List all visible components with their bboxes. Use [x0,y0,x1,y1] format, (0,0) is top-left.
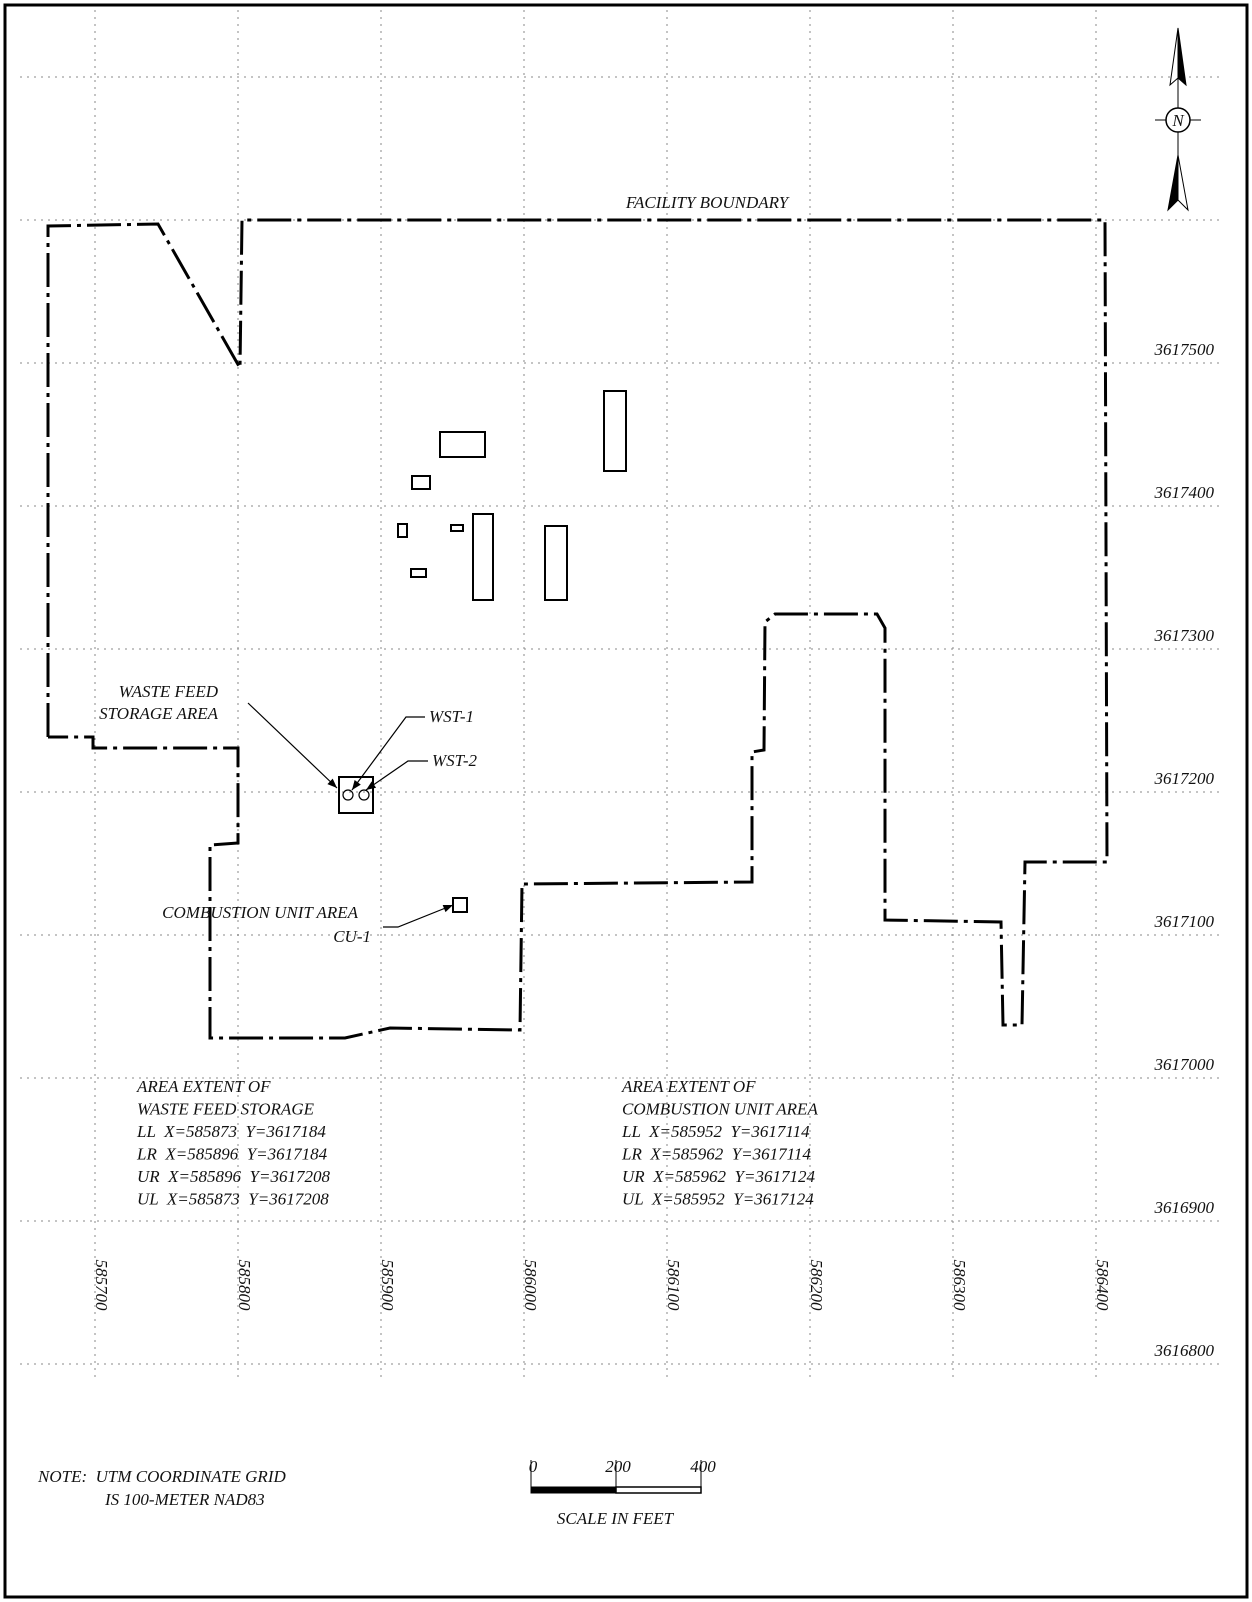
x-grid-label: 586300 [950,1260,969,1312]
y-grid-label: 3617100 [1154,912,1215,931]
building [603,390,627,472]
y-grid-label: 3616900 [1154,1198,1215,1217]
buildings [338,390,627,913]
tank [358,789,370,801]
x-grid-label: 586200 [807,1260,826,1312]
y-grid-label: 3617400 [1154,483,1215,502]
x-grid-label: 585800 [235,1260,254,1312]
x-grid-label: 585900 [378,1260,397,1312]
extent-row: UR X=585896 Y=3617208 [137,1167,330,1186]
leader [247,702,338,789]
extent-row: UR X=585962 Y=3617124 [622,1167,815,1186]
extent-title: WASTE FEED STORAGE [137,1100,315,1119]
extent-row: LL X=585952 Y=3617114 [621,1122,810,1141]
building [544,525,568,601]
building [397,523,408,538]
north-label: N [1171,111,1185,130]
building [411,475,431,490]
extent-row: LR X=585896 Y=3617184 [136,1145,328,1164]
y-grid-label: 3616800 [1154,1341,1215,1360]
combustion-unit [452,897,468,913]
building [450,524,464,532]
scale-bar: SCALE IN FEET 0 200 400 [529,1457,717,1528]
note: IS 100-METER NAD83 [104,1490,265,1509]
extent-title: COMBUSTION UNIT AREA [622,1100,818,1119]
extent-title: AREA EXTENT OF [136,1077,271,1096]
frame [3,3,1249,1599]
label: COMBUSTION UNIT AREA [162,903,358,922]
y-grid-label: 3617000 [1154,1055,1215,1074]
leader [383,904,454,928]
building [439,431,486,458]
extent-row: LR X=585962 Y=3617114 [621,1145,811,1164]
scale-tick-label: 0 [529,1457,538,1476]
scale-tick-label: 400 [690,1457,716,1476]
scale-tick-label: 200 [605,1457,631,1476]
leader [351,716,425,791]
boundary-label: FACILITY BOUNDARY [625,193,790,212]
grid [20,10,1222,1380]
x-grid-label: 586000 [521,1260,540,1312]
leaders [247,702,454,928]
x-grid-label: 586100 [664,1260,683,1312]
scale-label: SCALE IN FEET [557,1509,675,1528]
label: WST-1 [429,707,474,726]
y-grid-label: 3617500 [1154,340,1215,359]
extent-title: AREA EXTENT OF [621,1077,756,1096]
x-grid-label: 586400 [1093,1260,1112,1312]
extent-row: UL X=585952 Y=3617124 [622,1190,814,1209]
label: WASTE FEED [119,682,219,701]
x-grid-label: 585700 [92,1260,111,1312]
north-arrow: N [1155,27,1201,212]
leader [365,760,428,791]
label: WST-2 [432,751,478,770]
extent-row: LL X=585873 Y=3617184 [136,1122,326,1141]
note: NOTE: UTM COORDINATE GRID [37,1467,286,1486]
tank [342,789,354,801]
label: CU-1 [333,927,371,946]
facility-boundary [46,218,1109,1040]
y-grid-label: 3617300 [1154,626,1215,645]
label: STORAGE AREA [99,704,218,723]
y-grid-label: 3617200 [1154,769,1215,788]
extent-row: UL X=585873 Y=3617208 [137,1190,329,1209]
building [472,513,494,601]
storage-area [338,776,374,814]
building [410,568,427,578]
